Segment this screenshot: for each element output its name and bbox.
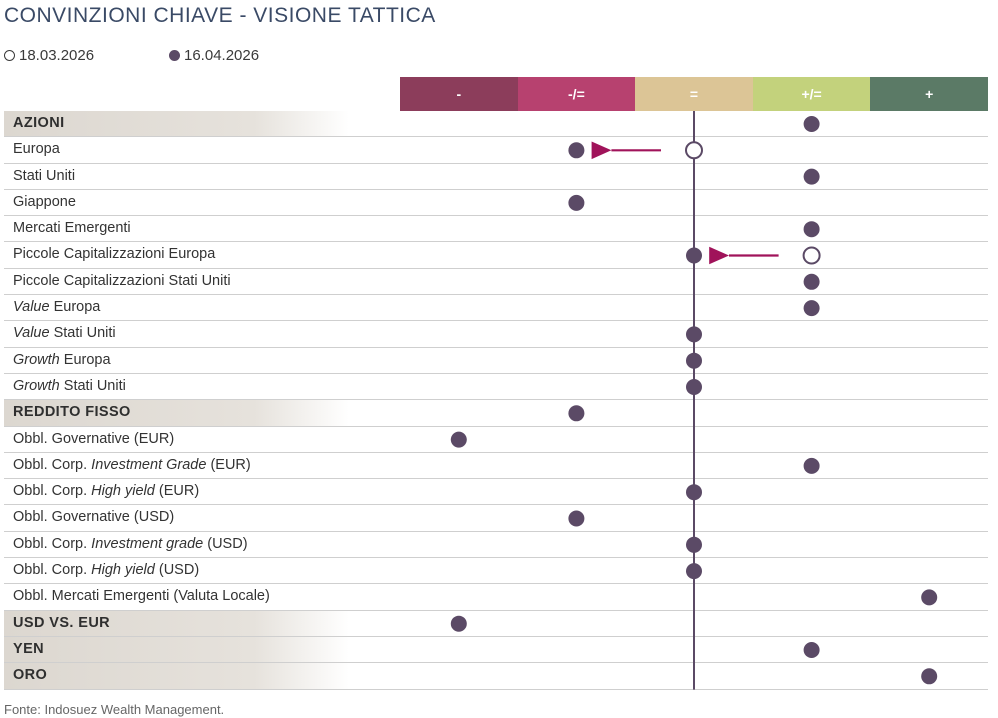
table-row: Obbl. Mercati Emergenti (Valuta Locale) <box>4 584 988 611</box>
row-label: Obbl. Governative (USD) <box>13 509 175 526</box>
row-label: REDDITO FISSO <box>13 404 131 421</box>
table-section-row: REDDITO FISSO <box>4 400 988 427</box>
row-label: Mercati Emergenti <box>13 220 131 237</box>
table-row: Obbl. Governative (EUR) <box>4 427 988 453</box>
scale-cell-5: + <box>870 77 988 111</box>
table-row: Value Stati Uniti <box>4 321 988 348</box>
row-label: Obbl. Corp. Investment grade (USD) <box>13 535 248 552</box>
conviction-table: AZIONI Europa Stati Uniti Giappone Mercati E… <box>4 111 988 690</box>
row-label: Obbl. Corp. High yield (USD) <box>13 562 200 579</box>
scale-cell-1: - <box>400 77 518 111</box>
chart-title: CONVINZIONI CHIAVE - VISIONE TATTICA <box>4 4 436 27</box>
row-label: Stati Uniti <box>13 167 76 184</box>
table-section-row: YEN <box>4 636 988 664</box>
scale-cell-4: +/= <box>752 77 871 111</box>
legend-label-previous: 18.03.2026 <box>19 47 95 64</box>
table-row: Europa <box>4 137 988 164</box>
table-row: Obbl. Governative (USD) <box>4 505 988 532</box>
row-label: ORO <box>13 667 48 684</box>
table-row: Growth Stati Uniti <box>4 374 988 401</box>
row-label: Obbl. Corp. High yield (EUR) <box>13 483 200 500</box>
filled-circle-icon <box>169 50 180 61</box>
row-label: Value Europa <box>13 299 101 316</box>
table-row: Growth Europa <box>4 348 988 374</box>
row-label: Piccole Capitalizzazioni Stati Uniti <box>13 272 231 289</box>
table-row: Mercati Emergenti <box>4 216 988 243</box>
row-label: Obbl. Governative (EUR) <box>13 430 175 447</box>
table-section-row: AZIONI <box>4 111 988 138</box>
table-section-row: ORO <box>4 663 988 690</box>
table-row: Piccole Capitalizzazioni Europa <box>4 242 988 269</box>
row-label: Growth Stati Uniti <box>13 377 126 394</box>
open-circle-icon <box>4 50 15 61</box>
row-label: USD VS. EUR <box>13 614 111 631</box>
rating-scale-header: - -/= = +/= + <box>400 77 988 111</box>
row-label: Obbl. Mercati Emergenti (Valuta Locale) <box>13 588 270 605</box>
row-label: Value Stati Uniti <box>13 325 116 342</box>
table-row: Obbl. Corp. Investment Grade (EUR) <box>4 453 988 480</box>
scale-cell-3: = <box>635 77 753 111</box>
table-row: Value Europa <box>4 295 988 322</box>
row-label: Giappone <box>13 193 76 210</box>
table-row: Stati Uniti <box>4 164 988 190</box>
legend-item-current: 16.04.2026 <box>169 47 259 64</box>
scale-cell-2: -/= <box>517 77 636 111</box>
legend-label-current: 16.04.2026 <box>184 47 260 64</box>
source-note: Fonte: Indosuez Wealth Management. <box>4 702 225 717</box>
table-row: Obbl. Corp. High yield (EUR) <box>4 479 988 506</box>
row-label: Obbl. Corp. Investment Grade (EUR) <box>13 456 251 473</box>
legend-item-previous: 18.03.2026 <box>4 47 94 64</box>
row-label: Europa <box>13 141 60 158</box>
table-row: Obbl. Corp. Investment grade (USD) <box>4 532 988 559</box>
row-label: Piccole Capitalizzazioni Europa <box>13 246 216 263</box>
row-label: AZIONI <box>13 115 65 131</box>
row-label: YEN <box>13 640 45 657</box>
table-row: Obbl. Corp. High yield (USD) <box>4 558 988 585</box>
table-row: Piccole Capitalizzazioni Stati Uniti <box>4 269 988 296</box>
table-row: Giappone <box>4 190 988 217</box>
row-label: Growth Europa <box>13 351 111 368</box>
table-section-row: USD VS. EUR <box>4 610 988 637</box>
